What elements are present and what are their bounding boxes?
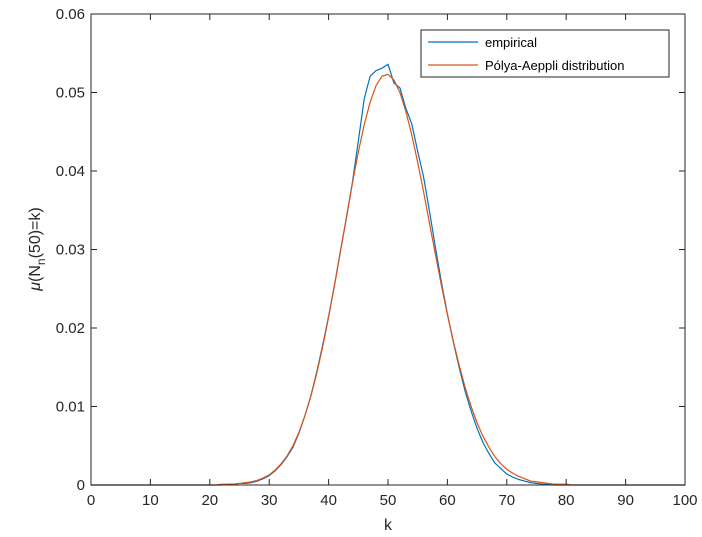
y-axis-label: μ(Nn(50)=k) xyxy=(27,207,48,291)
ticks-layer: 0 10 20 30 40 50 60 70 80 90 100 0 0.01 0.02 0.03 0.04 0… xyxy=(56,6,698,509)
x-axis-label: k xyxy=(384,517,393,534)
y-tick-label: 0.04 xyxy=(56,163,85,180)
x-tick-label: 0 xyxy=(87,492,95,509)
y-axis-label-suffix: (50)=k) xyxy=(27,207,44,258)
legend-box xyxy=(420,29,670,78)
y-tick-label: 0.06 xyxy=(56,6,85,23)
y-axis-label-prefix: μ xyxy=(27,282,44,292)
x-tick-label: 90 xyxy=(617,492,634,509)
x-tick-label: 50 xyxy=(380,492,397,509)
x-tick-label: 30 xyxy=(261,492,278,509)
x-tick-label: 10 xyxy=(142,492,159,509)
x-tick-label: 20 xyxy=(201,492,218,509)
y-tick-label: 0.01 xyxy=(56,399,85,416)
x-tick-label: 60 xyxy=(439,492,456,509)
x-tick-label: 100 xyxy=(672,492,697,509)
plot-area xyxy=(91,14,685,485)
y-tick-label: 0.05 xyxy=(56,85,85,102)
x-tick-label: 70 xyxy=(498,492,515,509)
legend-label-empirical: empirical xyxy=(485,35,537,50)
legend-label-polya-aeppli: Pólya-Aeppli distribution xyxy=(485,58,624,73)
x-tick-label: 40 xyxy=(320,492,337,509)
y-tick-label: 0 xyxy=(77,477,85,494)
x-tick-label: 80 xyxy=(558,492,575,509)
y-axis-label-subscript: n xyxy=(34,258,48,265)
legend: empirical Pólya-Aeppli distribution xyxy=(420,29,670,78)
y-tick-label: 0.02 xyxy=(56,320,85,337)
y-axis-label-main: (N xyxy=(27,265,44,282)
y-tick-label: 0.03 xyxy=(56,242,85,259)
